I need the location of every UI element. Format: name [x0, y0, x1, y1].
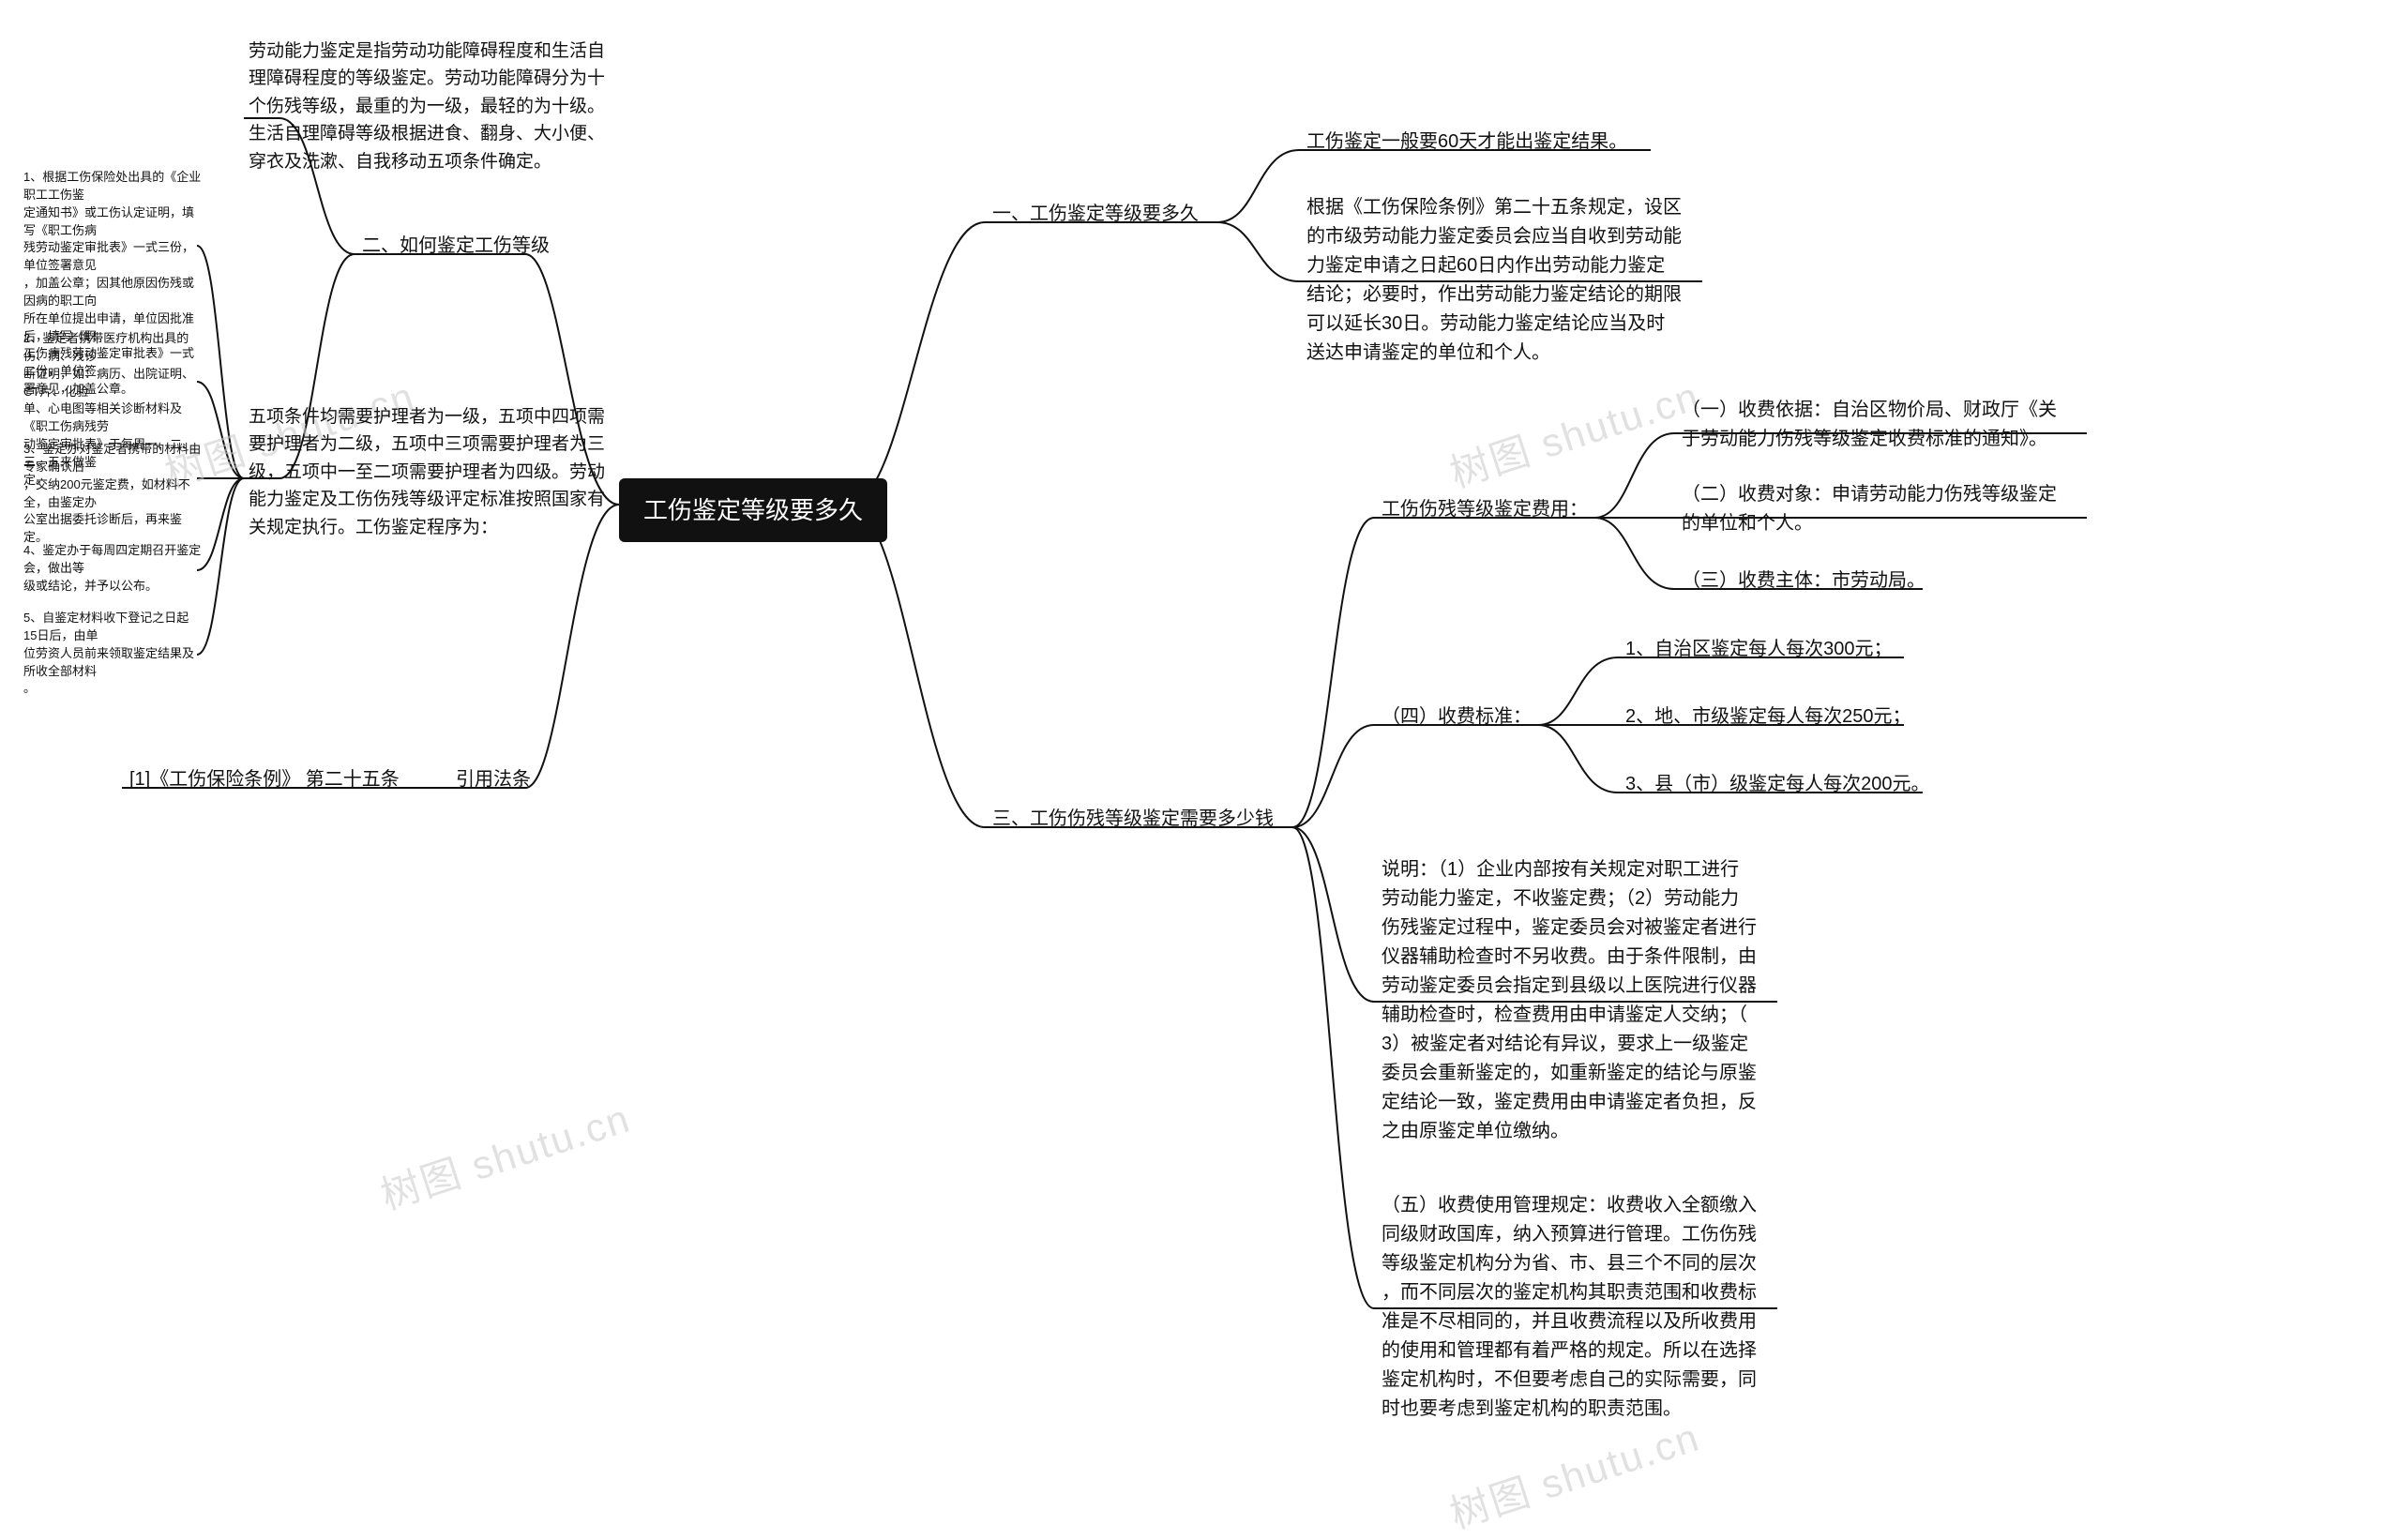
std-s3: 3、县（市）级鉴定每人每次200元。 — [1625, 770, 1930, 799]
step-5: 5、自鉴定材料收下登记之日起15日后，由单 位劳资人员前来领取鉴定结果及所收全部… — [23, 610, 202, 698]
step-3: 3、鉴定办对鉴定者携带的材料由专家确认后 ，交纳200元鉴定费，如材料不全，由鉴… — [23, 441, 202, 547]
std-s1: 1、自治区鉴定每人每次300元； — [1625, 635, 1893, 664]
branch-4-label[interactable]: 引用法条 — [456, 765, 531, 794]
branch-3-label[interactable]: 二、如何鉴定工伤等级 — [362, 232, 550, 261]
b1-child-2: 根据《工伤保险条例》第二十五条规定，设区 的市级劳动能力鉴定委员会应当自收到劳动… — [1306, 193, 1719, 368]
branch-1-label[interactable]: 一、工伤鉴定等级要多久 — [992, 200, 1199, 229]
b1-child-1: 工伤鉴定一般要60天才能出鉴定结果。 — [1306, 128, 1710, 157]
std-s2: 2、地、市级鉴定每人每次250元； — [1625, 702, 1911, 732]
b2-rule: （五）收费使用管理规定：收费收入全额缴入 同级财政国库，纳入预算进行管理。工伤伤… — [1382, 1191, 1785, 1424]
root-node[interactable]: 工伤鉴定等级要多久 — [619, 478, 887, 542]
b4-ref: [1]《工伤保险条例》 第二十五条 — [129, 765, 400, 794]
std-label[interactable]: （四）收费标准： — [1382, 702, 1532, 732]
fee-d3: （三）收费主体：市劳动局。 — [1682, 566, 2085, 596]
b3-intro: 劳动能力鉴定是指劳动功能障碍程度和生活自 理障碍程度的等级鉴定。劳动功能障碍分为… — [249, 38, 624, 175]
fee-d2: （二）收费对象：申请劳动能力伤残等级鉴定 的单位和个人。 — [1682, 480, 2094, 538]
fee-d1: （一）收费依据：自治区物价局、财政厅《关 于劳动能力伤残等级鉴定收费标准的通知》… — [1682, 396, 2094, 454]
fee-label[interactable]: 工伤伤残等级鉴定费用： — [1382, 495, 1588, 524]
b2-note: 说明：（1）企业内部按有关规定对职工进行 劳动能力鉴定，不收鉴定费；（2）劳动能… — [1382, 855, 1785, 1146]
b3-mid: 五项条件均需要护理者为一级，五项中四项需 要护理者为二级，五项中三项需要护理者为… — [249, 403, 624, 541]
branch-2-label[interactable]: 三、工伤伤残等级鉴定需要多少钱 — [992, 805, 1274, 834]
connectors-real — [0, 0, 2401, 1482]
step-4: 4、鉴定办于每周四定期召开鉴定会，做出等 级或结论，并予以公布。 — [23, 542, 202, 596]
